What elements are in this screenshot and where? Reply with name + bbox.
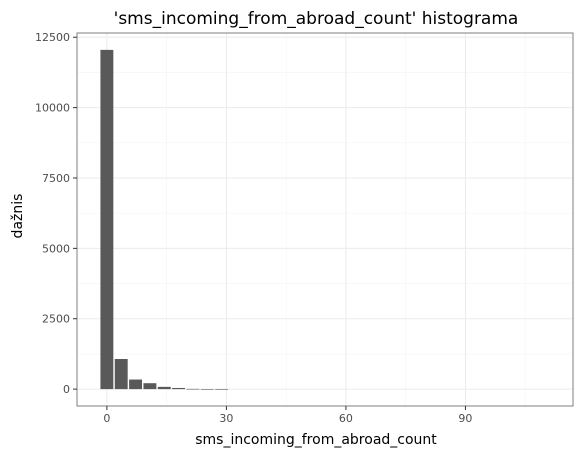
grid-lines — [77, 33, 573, 406]
histogram-bar — [172, 387, 186, 390]
axis-ticks — [73, 36, 466, 410]
histogram-bar — [143, 383, 157, 390]
chart-title: 'sms_incoming_from_abroad_count' histogr… — [114, 9, 519, 29]
x-axis-title: sms_incoming_from_abroad_count — [195, 432, 437, 448]
y-tick-label: 10000 — [35, 102, 70, 115]
histogram-bar — [100, 49, 114, 390]
tick-labels: 0 30 60 90 0 2500 5000 7500 10000 12500 — [35, 31, 472, 425]
histogram-bars — [100, 49, 229, 390]
y-tick-label: 5000 — [42, 242, 70, 255]
x-tick-label: 60 — [339, 412, 353, 425]
histogram-bar — [200, 388, 214, 390]
y-tick-label: 0 — [63, 383, 70, 396]
y-axis-title: dažnis — [10, 194, 26, 239]
histogram-bar — [129, 379, 143, 390]
histogram-bar — [114, 358, 128, 390]
x-tick-label: 90 — [458, 412, 472, 425]
x-tick-label: 0 — [103, 412, 110, 425]
histogram-bar — [186, 388, 200, 390]
y-tick-label: 7500 — [42, 172, 70, 185]
histogram-bar — [157, 386, 171, 390]
histogram-bar — [215, 389, 229, 390]
y-tick-label: 2500 — [42, 313, 70, 326]
y-tick-label: 12500 — [35, 31, 70, 44]
x-tick-label: 30 — [219, 412, 233, 425]
panel-border — [76, 32, 574, 407]
